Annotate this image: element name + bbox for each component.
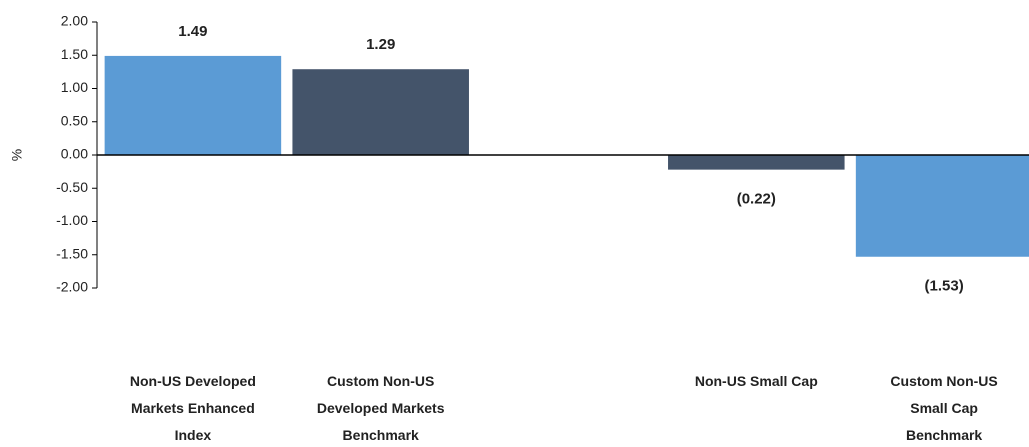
bar — [668, 155, 845, 170]
value-label: 1.29 — [366, 36, 395, 53]
y-tick-label: 1.00 — [61, 79, 88, 95]
x-tick-label: Custom Non-US Small Cap Benchmark — [890, 373, 998, 443]
y-tick-label: 0.50 — [61, 112, 88, 128]
bar — [855, 155, 1029, 257]
y-tick-label: -1.00 — [56, 212, 88, 228]
y-tick-label: 2.00 — [61, 13, 88, 29]
value-label: (0.22) — [737, 191, 776, 208]
x-tick-label: Non-US Developed Markets Enhanced Index — [129, 373, 256, 443]
bar — [104, 55, 282, 155]
x-tick-label: Non-US Small Cap — [694, 373, 818, 389]
y-tick-label: 0.00 — [61, 146, 88, 162]
x-tick-label: Custom Non-US Developed Markets Benchmar… — [316, 373, 445, 443]
value-label: (1.53) — [925, 278, 964, 295]
y-axis-label: % — [9, 149, 25, 161]
bar — [292, 69, 469, 155]
y-tick-label: -2.00 — [56, 279, 88, 295]
y-tick-label: -0.50 — [56, 179, 88, 195]
y-tick-label: -1.50 — [56, 245, 88, 261]
value-label: 1.49 — [178, 23, 207, 40]
y-tick-label: 1.50 — [61, 46, 88, 62]
